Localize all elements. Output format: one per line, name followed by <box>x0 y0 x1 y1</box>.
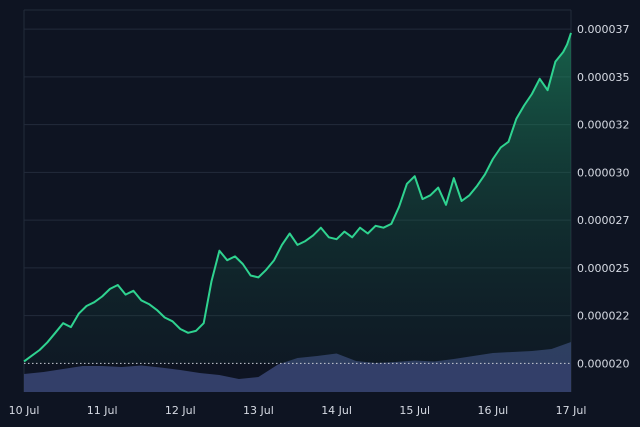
x-tick-label: 10 Jul <box>9 404 40 417</box>
x-tick-label: 14 Jul <box>321 404 352 417</box>
x-tick-label: 17 Jul <box>556 404 587 417</box>
y-tick-label: 0.000020 <box>577 357 630 370</box>
y-tick-label: 0.000032 <box>577 119 630 132</box>
y-tick-label: 0.000030 <box>577 166 630 179</box>
x-tick-label: 13 Jul <box>243 404 274 417</box>
x-tick-label: 11 Jul <box>87 404 118 417</box>
x-tick-label: 15 Jul <box>399 404 430 417</box>
price-area-fill <box>24 32 571 364</box>
x-tick-label: 12 Jul <box>165 404 196 417</box>
price-line <box>23 32 572 363</box>
y-tick-label: 0.000025 <box>577 262 630 275</box>
y-tick-label: 0.000035 <box>577 71 630 84</box>
y-tick-label: 0.000022 <box>577 310 630 323</box>
x-tick-label: 16 Jul <box>477 404 508 417</box>
volume-area <box>24 342 571 392</box>
y-tick-label: 0.000027 <box>577 214 630 227</box>
y-tick-label: 0.000037 <box>577 23 630 36</box>
